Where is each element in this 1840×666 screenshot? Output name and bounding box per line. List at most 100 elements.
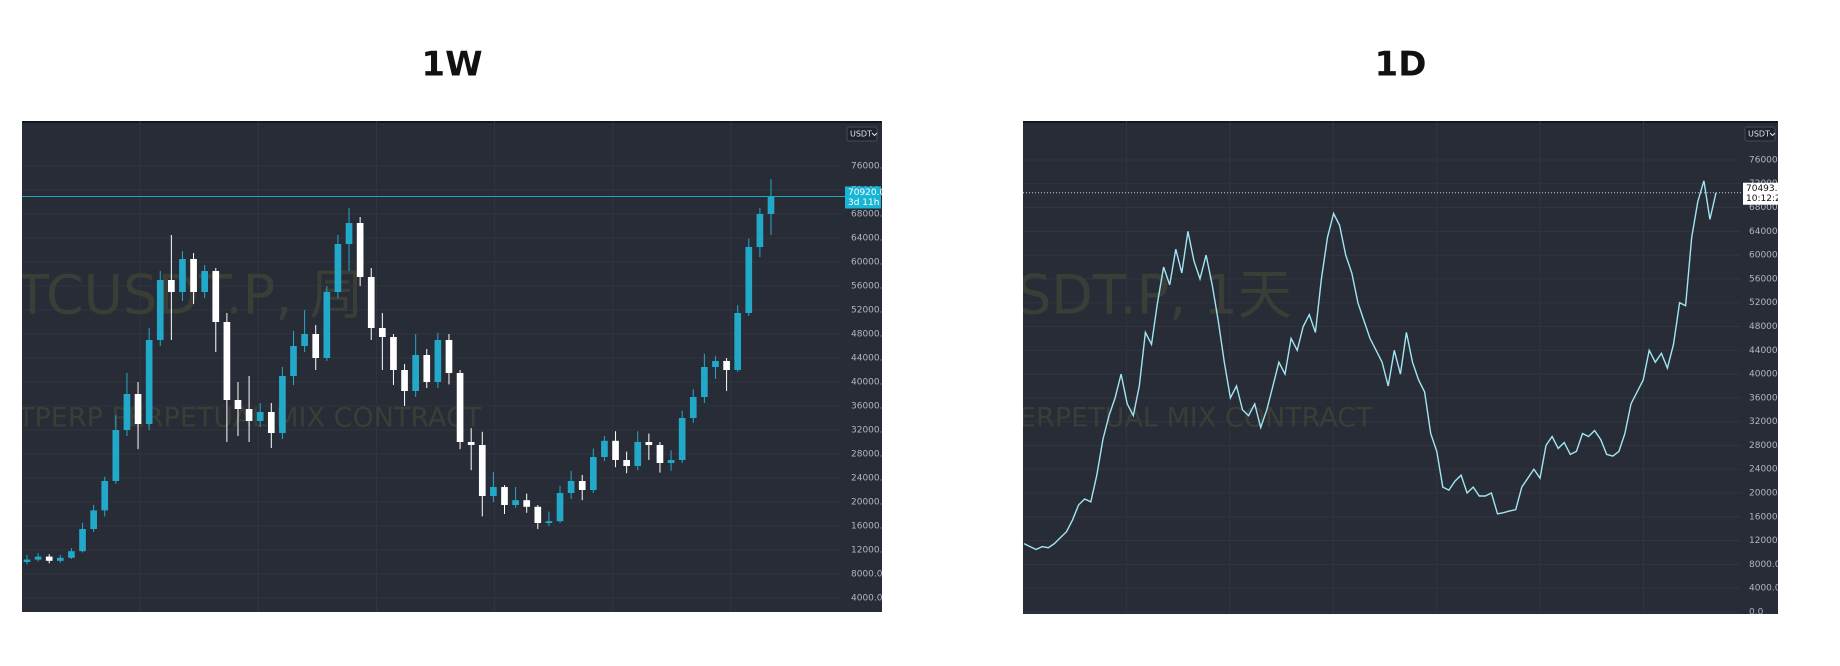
candle-body	[701, 367, 708, 398]
candle-body	[745, 247, 753, 314]
candle-body	[612, 440, 619, 461]
candle-body	[223, 322, 231, 401]
candle-body	[168, 280, 175, 293]
candle-body	[345, 223, 353, 245]
candle-body	[390, 337, 397, 371]
y-tick-label: 20000.0	[1749, 489, 1786, 499]
y-tick-label: 36000.0	[1749, 393, 1786, 403]
y-tick-label: 0.0	[1749, 607, 1764, 617]
candle-body	[634, 442, 642, 467]
candle-body	[567, 481, 575, 494]
candle-body	[312, 334, 320, 359]
panel-background	[1023, 121, 1778, 614]
candle-body	[756, 214, 764, 248]
candle-body	[712, 361, 719, 368]
candle-body	[667, 460, 675, 464]
last-price-box	[1743, 182, 1778, 205]
candle-body	[323, 292, 331, 359]
y-tick-label: 12000.0	[1749, 536, 1786, 546]
candle-body	[367, 277, 375, 329]
currency-selector	[846, 126, 878, 142]
chart-panel: 4000.0 8000.0 12000.0 16000.0 20000.0 24000.0…	[15, 121, 888, 612]
candle-body	[623, 460, 630, 467]
candle-body	[79, 529, 86, 552]
candle-body	[56, 557, 64, 561]
panel-top-border	[1023, 121, 1778, 123]
candle-body	[256, 412, 264, 422]
countdown-label: 3d 11h	[848, 198, 879, 208]
candle-body	[656, 445, 664, 464]
panel-top-border	[22, 121, 882, 123]
candle-body	[123, 394, 131, 431]
y-tick-label: 32000.0	[1749, 417, 1786, 427]
y-tick-label: 76000.0	[1749, 155, 1786, 165]
y-tick-label: 48000.0	[1749, 322, 1786, 332]
currency-label: USDT	[850, 130, 872, 139]
countdown-label: 10:12:27	[1746, 194, 1786, 204]
candle-body	[379, 328, 386, 338]
currency-label: USDT	[1748, 130, 1770, 139]
y-tick-label: 8000.0	[851, 570, 883, 580]
candle-body	[734, 313, 742, 371]
candle-body	[423, 355, 431, 383]
candle-body	[134, 394, 142, 425]
candle-body	[279, 376, 286, 434]
y-tick-label: 52000.0	[1749, 298, 1786, 308]
candle-body	[212, 271, 220, 323]
candle-body	[412, 355, 419, 392]
price-line	[1023, 180, 1717, 551]
watermark: SDT.P, 1天	[1017, 264, 1292, 327]
y-tick-label: 24000.0	[851, 474, 888, 484]
y-tick-label: 16000.0	[851, 522, 888, 532]
y-tick-label: 52000.0	[851, 306, 888, 316]
candle-body	[245, 409, 253, 422]
y-tick-label: 56000.0	[1749, 274, 1786, 284]
chart-title: 1W	[421, 45, 482, 85]
currency-caret	[871, 132, 878, 137]
y-tick-label: 44000.0	[851, 354, 888, 364]
y-tick-label: 20000.0	[851, 498, 888, 508]
candle-body	[589, 457, 597, 491]
candle-body	[201, 271, 209, 293]
candle-body	[723, 361, 730, 371]
candle-body	[301, 334, 308, 347]
currency-caret	[1769, 132, 1776, 137]
candle-body	[689, 397, 697, 419]
y-tick-label: 76000.0	[851, 162, 888, 172]
y-tick-label: 64000.0	[851, 234, 888, 244]
candle-body	[356, 223, 364, 278]
y-tick-label: 28000.0	[851, 450, 888, 460]
candle-body	[456, 373, 464, 443]
candle-body	[523, 500, 531, 507]
y-tick-label: 56000.0	[851, 282, 888, 292]
candle-body	[512, 500, 519, 506]
y-tick-label: 68000.0	[1749, 203, 1786, 213]
candle-body	[334, 244, 342, 293]
candle-body	[190, 259, 197, 293]
candle-body	[678, 418, 686, 461]
candle-body	[490, 487, 497, 497]
y-tick-label: 44000.0	[1749, 346, 1786, 356]
candle-body	[434, 340, 442, 383]
candle-body	[545, 521, 553, 524]
candle-body	[401, 370, 408, 392]
chart-title: 1D	[1375, 45, 1427, 85]
y-tick-label: 4000.0	[1749, 584, 1781, 594]
currency-selector	[1744, 126, 1776, 142]
candle-body	[179, 259, 186, 293]
candle-body	[234, 400, 242, 410]
last-price-label: 70920.0	[848, 188, 885, 198]
candle-body	[578, 481, 586, 491]
candle-body	[101, 481, 109, 511]
last-price-box	[845, 186, 881, 209]
candle-body	[112, 430, 120, 482]
candle-body	[68, 551, 75, 558]
y-tick-label: 48000.0	[851, 330, 888, 340]
watermark: TCUSDT.P, 周	[15, 264, 364, 327]
candle-body	[45, 556, 53, 561]
candle-body	[467, 442, 475, 446]
y-tick-label: 32000.0	[851, 426, 888, 436]
y-tick-label: 4000.0	[851, 594, 883, 604]
